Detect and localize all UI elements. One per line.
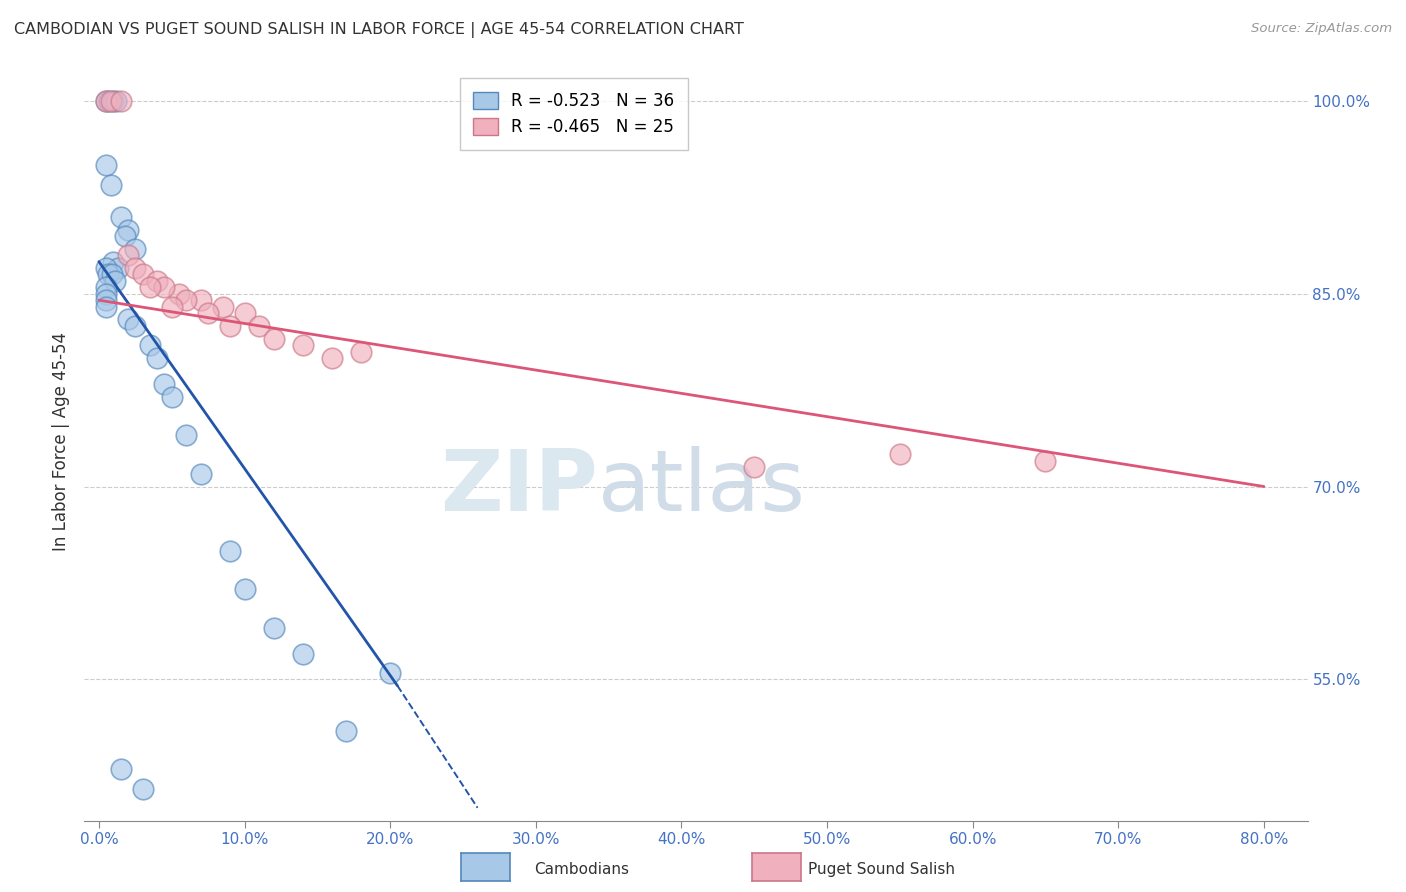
Point xyxy=(263,621,285,635)
Point xyxy=(160,390,183,404)
Point xyxy=(219,318,242,333)
Point xyxy=(114,228,136,243)
Point xyxy=(153,280,176,294)
Point xyxy=(97,268,120,282)
Point xyxy=(291,647,314,661)
Point xyxy=(263,332,285,346)
Point xyxy=(96,158,118,172)
Point xyxy=(139,280,162,294)
Point xyxy=(131,268,153,282)
Point xyxy=(247,318,270,333)
Point xyxy=(96,94,118,108)
Point xyxy=(380,665,402,680)
Point xyxy=(335,723,357,738)
Point xyxy=(107,261,129,276)
Point xyxy=(174,428,197,442)
Point xyxy=(101,268,124,282)
Point xyxy=(233,306,256,320)
Point xyxy=(146,274,169,288)
Text: CAMBODIAN VS PUGET SOUND SALISH IN LABOR FORCE | AGE 45-54 CORRELATION CHART: CAMBODIAN VS PUGET SOUND SALISH IN LABOR… xyxy=(14,22,744,38)
Point xyxy=(1035,454,1057,468)
Point xyxy=(96,293,118,308)
Text: ZIP: ZIP xyxy=(440,445,598,529)
Text: Source: ZipAtlas.com: Source: ZipAtlas.com xyxy=(1251,22,1392,36)
Point xyxy=(96,94,118,108)
Point xyxy=(889,447,911,461)
Point xyxy=(117,248,139,262)
Text: atlas: atlas xyxy=(598,445,806,529)
Point xyxy=(211,300,233,314)
Point xyxy=(105,94,128,108)
Point xyxy=(174,293,197,308)
Point xyxy=(742,460,765,475)
Point xyxy=(110,210,132,224)
Point xyxy=(146,351,169,365)
Point xyxy=(110,762,132,776)
Point xyxy=(117,312,139,326)
Point xyxy=(291,338,314,352)
Legend: R = -0.523   N = 36, R = -0.465   N = 25: R = -0.523 N = 36, R = -0.465 N = 25 xyxy=(460,78,688,150)
Point xyxy=(219,543,242,558)
Point xyxy=(103,94,125,108)
Point xyxy=(103,254,125,268)
Point xyxy=(131,781,153,796)
Point xyxy=(96,261,118,276)
Point xyxy=(190,467,212,481)
Point xyxy=(167,286,190,301)
Point xyxy=(96,300,118,314)
Point xyxy=(139,338,162,352)
Point xyxy=(98,94,121,108)
Point xyxy=(190,293,212,308)
Point xyxy=(117,222,139,236)
Point xyxy=(104,274,127,288)
Point xyxy=(160,300,183,314)
Point xyxy=(233,582,256,597)
Point xyxy=(110,94,132,108)
Point xyxy=(124,242,146,256)
Point xyxy=(197,306,219,320)
Point xyxy=(96,286,118,301)
Point xyxy=(321,351,343,365)
Text: Puget Sound Salish: Puget Sound Salish xyxy=(808,863,956,877)
Point xyxy=(350,344,373,359)
Point xyxy=(153,376,176,391)
Point xyxy=(124,261,146,276)
Point xyxy=(96,280,118,294)
Point xyxy=(100,94,122,108)
Point xyxy=(100,178,122,192)
Text: Cambodians: Cambodians xyxy=(534,863,630,877)
Y-axis label: In Labor Force | Age 45-54: In Labor Force | Age 45-54 xyxy=(52,332,70,551)
Point xyxy=(124,318,146,333)
